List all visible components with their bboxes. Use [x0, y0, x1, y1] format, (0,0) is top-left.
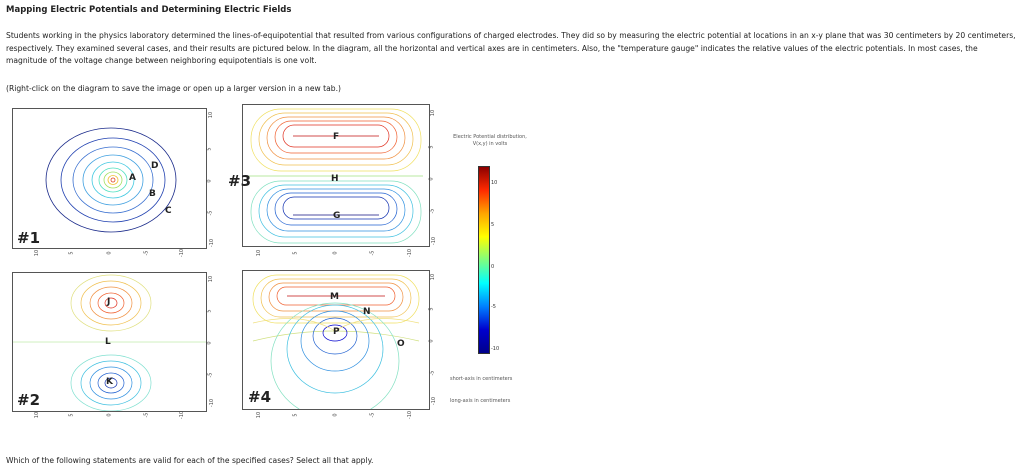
case-4-plot: M N P O — [242, 270, 430, 410]
y-tick: -10 — [209, 238, 216, 248]
x-tick: 5 — [68, 413, 75, 417]
potential-colorbar — [478, 166, 490, 354]
point-j-label: J — [107, 297, 111, 307]
case-1-label: #1 — [17, 229, 41, 247]
colorbar-tick: 5 — [491, 222, 495, 228]
case-3-label: #3 — [228, 172, 252, 190]
point-l-label: L — [105, 337, 111, 347]
y-tick: -10 — [209, 398, 216, 408]
long-axis-note: long-axis in centimeters — [450, 398, 511, 404]
x-tick: -5 — [369, 250, 376, 256]
y-tick: -5 — [429, 208, 436, 214]
x-tick: 0 — [106, 251, 113, 255]
case-3-x-ticks: 10 5 0 -5 -10 — [242, 248, 428, 260]
case-3-y-ticks: 10 5 0 -5 -10 — [428, 106, 440, 246]
case-2-plot: J L K #2 — [12, 272, 207, 412]
y-tick: 5 — [428, 145, 435, 149]
equipotential-diagram[interactable]: A B C D #1 10 5 0 -5 -10 10 5 0 -5 -10 — [8, 100, 538, 420]
short-axis-note: short-axis in centimeters — [450, 376, 513, 382]
y-tick: 10 — [208, 111, 215, 119]
y-tick: -5 — [207, 210, 214, 216]
case-3-contours — [249, 108, 423, 244]
y-tick: 0 — [206, 341, 213, 345]
case-1-x-ticks: 10 5 0 -5 -10 — [12, 248, 205, 260]
case-2-label: #2 — [17, 391, 41, 409]
case-3-plot: F H G — [242, 104, 430, 247]
colorbar-tick: 10 — [491, 180, 498, 186]
point-g-label: G — [333, 211, 341, 221]
intro-paragraph: Students working in the physics laborato… — [6, 31, 1016, 66]
x-tick: -5 — [143, 412, 150, 418]
x-tick: 10 — [34, 411, 41, 419]
page-title: Mapping Electric Potentials and Determin… — [6, 5, 292, 15]
x-tick: 0 — [332, 413, 339, 417]
point-d-label: D — [151, 161, 159, 171]
y-tick: 5 — [206, 309, 213, 313]
y-tick: -5 — [429, 370, 436, 376]
y-tick: -5 — [207, 372, 214, 378]
case-4-x-ticks: 10 5 0 -5 -10 — [242, 410, 428, 420]
point-n-label: N — [363, 307, 371, 317]
x-tick: -10 — [407, 248, 414, 258]
y-tick: 10 — [430, 273, 437, 281]
x-tick: 5 — [292, 251, 299, 255]
x-tick: -5 — [369, 412, 376, 418]
question-text: Which of the following statements are va… — [6, 456, 374, 465]
colorbar-tick: -10 — [491, 346, 500, 352]
x-tick: 0 — [106, 413, 113, 417]
point-a-label: A — [129, 173, 136, 183]
colorbar-tick: 0 — [491, 264, 495, 270]
y-tick: 0 — [428, 339, 435, 343]
y-tick: 5 — [428, 307, 435, 311]
point-k-label: K — [106, 377, 113, 387]
y-tick: 0 — [206, 179, 213, 183]
y-tick: 10 — [430, 109, 437, 117]
case-2-y-ticks: 10 5 0 -5 -10 — [206, 272, 218, 412]
x-tick: 10 — [34, 249, 41, 257]
point-p-label: P — [333, 327, 340, 337]
case-2-contours — [13, 274, 206, 411]
point-b-label: B — [149, 189, 156, 199]
x-tick: -10 — [179, 410, 186, 420]
colorbar-tick: -5 — [491, 304, 496, 310]
x-tick: 10 — [256, 411, 263, 419]
point-c-label: C — [165, 206, 172, 216]
x-tick: -10 — [179, 248, 186, 258]
x-tick: 5 — [292, 413, 299, 417]
x-tick: 0 — [332, 251, 339, 255]
colorbar-title-line2: V(x,y) in volts — [472, 141, 508, 147]
case-2-x-ticks: 10 5 0 -5 -10 — [12, 410, 205, 420]
point-f-label: F — [333, 132, 340, 142]
case-4-contours — [252, 274, 420, 409]
case-1-contours — [45, 127, 177, 233]
colorbar-title-line1: Electric Potential distribution, — [453, 134, 527, 140]
colorbar-title: Electric Potential distribution, V(x,y) … — [448, 134, 532, 148]
point-h-label: H — [331, 174, 339, 184]
diagram-hint: (Right-click on the diagram to save the … — [6, 84, 341, 93]
case-4-y-ticks: 10 5 0 -5 -10 — [428, 270, 440, 410]
x-tick: 10 — [256, 249, 263, 257]
case-1-plot: A B C D #1 — [12, 108, 207, 249]
point-m-label: M — [330, 292, 339, 302]
case-4-label: #4 — [248, 388, 272, 406]
case-1-y-ticks: 10 5 0 -5 -10 — [206, 108, 218, 248]
point-o-label: O — [397, 339, 405, 349]
x-tick: -5 — [143, 250, 150, 256]
y-tick: -10 — [431, 396, 438, 406]
y-tick: 5 — [206, 147, 213, 151]
y-tick: 0 — [428, 177, 435, 181]
x-tick: 5 — [68, 251, 75, 255]
x-tick: -10 — [407, 410, 414, 420]
y-tick: 10 — [208, 275, 215, 283]
y-tick: -10 — [431, 236, 438, 246]
